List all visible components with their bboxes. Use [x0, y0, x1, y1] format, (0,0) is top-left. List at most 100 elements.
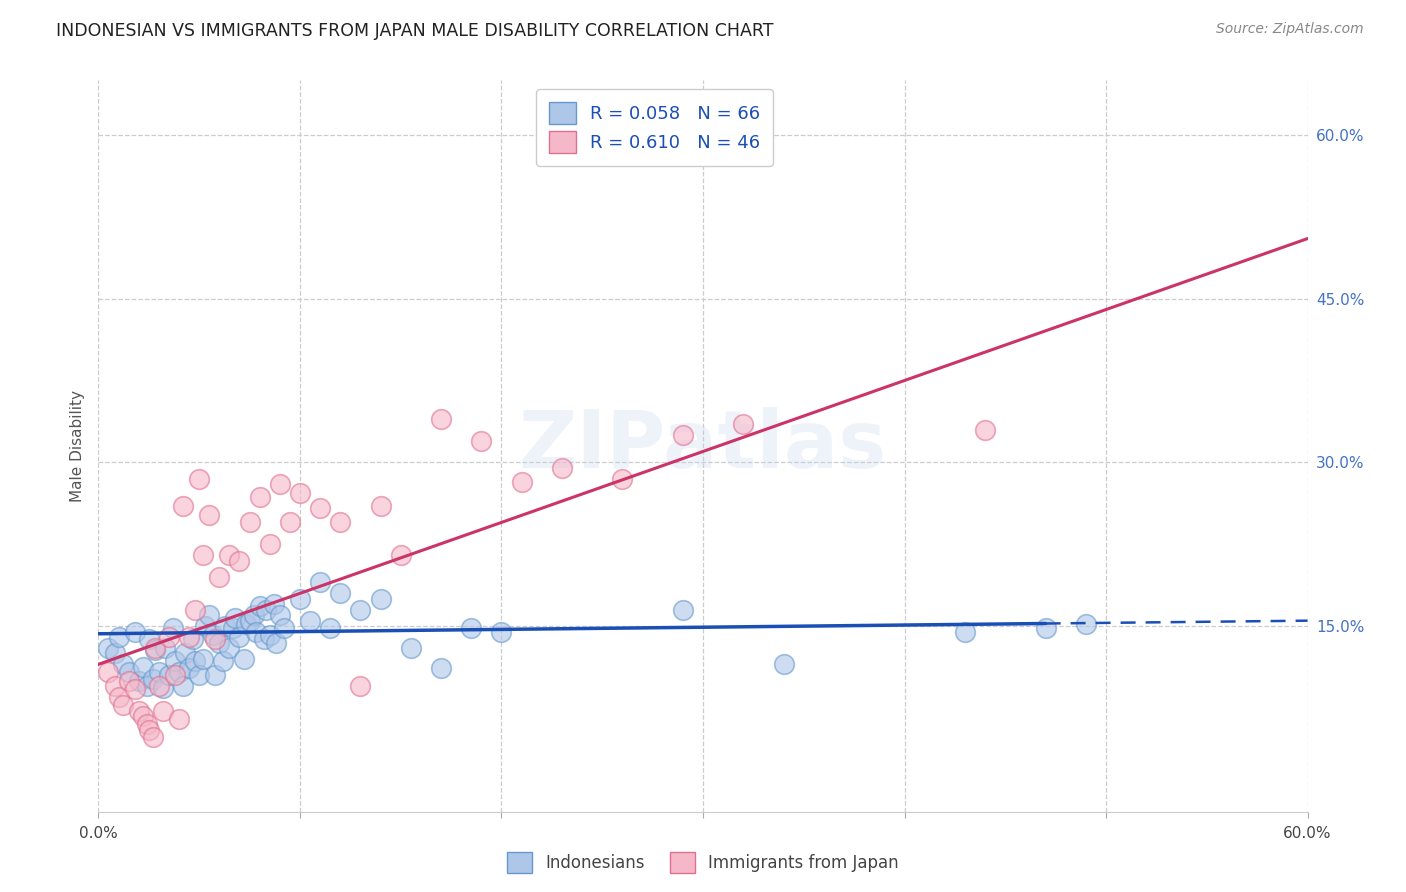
Point — [430, 660, 453, 674]
Point — [212, 654, 235, 668]
Point — [269, 477, 291, 491]
Point — [389, 548, 412, 562]
Point — [138, 723, 160, 737]
Point — [184, 654, 207, 668]
Point — [138, 632, 160, 647]
Point — [253, 632, 276, 647]
Point — [148, 679, 170, 693]
Point — [733, 417, 755, 432]
Point — [273, 621, 295, 635]
Point — [135, 717, 157, 731]
Point — [152, 704, 174, 718]
Point — [1074, 616, 1097, 631]
Point — [288, 591, 311, 606]
Point — [218, 548, 240, 562]
Point — [179, 630, 201, 644]
Point — [118, 665, 141, 679]
Point — [974, 423, 997, 437]
Point — [142, 672, 165, 686]
Point — [181, 632, 204, 647]
Point — [184, 603, 207, 617]
Legend: Indonesians, Immigrants from Japan: Indonesians, Immigrants from Japan — [501, 846, 905, 880]
Point — [194, 619, 217, 633]
Point — [370, 499, 392, 513]
Point — [1035, 621, 1057, 635]
Point — [188, 668, 211, 682]
Point — [103, 679, 125, 693]
Point — [430, 411, 453, 425]
Point — [179, 660, 201, 674]
Point — [97, 640, 120, 655]
Point — [460, 621, 482, 635]
Point — [249, 599, 271, 614]
Point — [224, 611, 246, 625]
Point — [218, 640, 240, 655]
Point — [269, 608, 291, 623]
Point — [309, 501, 332, 516]
Point — [204, 632, 226, 647]
Point — [245, 624, 267, 639]
Point — [111, 657, 134, 672]
Point — [157, 668, 180, 682]
Point — [204, 668, 226, 682]
Point — [103, 647, 125, 661]
Point — [163, 668, 186, 682]
Point — [107, 690, 129, 704]
Point — [772, 657, 794, 672]
Point — [128, 673, 150, 688]
Point — [319, 621, 342, 635]
Point — [288, 486, 311, 500]
Point — [174, 647, 197, 661]
Point — [278, 516, 301, 530]
Point — [153, 640, 176, 655]
Point — [370, 591, 392, 606]
Point — [259, 537, 281, 551]
Point — [152, 681, 174, 696]
Point — [132, 708, 155, 723]
Point — [235, 616, 257, 631]
Point — [239, 614, 262, 628]
Point — [142, 731, 165, 745]
Point — [612, 472, 634, 486]
Point — [470, 434, 492, 448]
Point — [222, 621, 245, 635]
Point — [124, 624, 146, 639]
Point — [208, 635, 231, 649]
Text: Source: ZipAtlas.com: Source: ZipAtlas.com — [1216, 22, 1364, 37]
Point — [228, 630, 250, 644]
Point — [263, 597, 285, 611]
Point — [132, 659, 155, 673]
Text: ZIPatlas: ZIPatlas — [519, 407, 887, 485]
Point — [118, 673, 141, 688]
Point — [239, 516, 262, 530]
Point — [214, 619, 236, 633]
Text: INDONESIAN VS IMMIGRANTS FROM JAPAN MALE DISABILITY CORRELATION CHART: INDONESIAN VS IMMIGRANTS FROM JAPAN MALE… — [56, 22, 773, 40]
Point — [163, 654, 186, 668]
Point — [228, 554, 250, 568]
Point — [143, 643, 166, 657]
Point — [188, 472, 211, 486]
Point — [162, 621, 184, 635]
Point — [193, 652, 215, 666]
Point — [135, 679, 157, 693]
Point — [242, 608, 264, 623]
Point — [349, 679, 371, 693]
Point — [551, 460, 574, 475]
Point — [264, 635, 287, 649]
Point — [399, 640, 422, 655]
Point — [198, 608, 221, 623]
Legend: R = 0.058   N = 66, R = 0.610   N = 46: R = 0.058 N = 66, R = 0.610 N = 46 — [536, 89, 773, 166]
Point — [329, 516, 352, 530]
Point — [172, 499, 194, 513]
Point — [329, 586, 352, 600]
Point — [672, 603, 695, 617]
Point — [953, 624, 976, 639]
Point — [172, 679, 194, 693]
Point — [349, 603, 371, 617]
Point — [309, 575, 332, 590]
Point — [107, 630, 129, 644]
Point — [193, 548, 215, 562]
Point — [491, 624, 513, 639]
Point — [111, 698, 134, 712]
Point — [124, 682, 146, 697]
